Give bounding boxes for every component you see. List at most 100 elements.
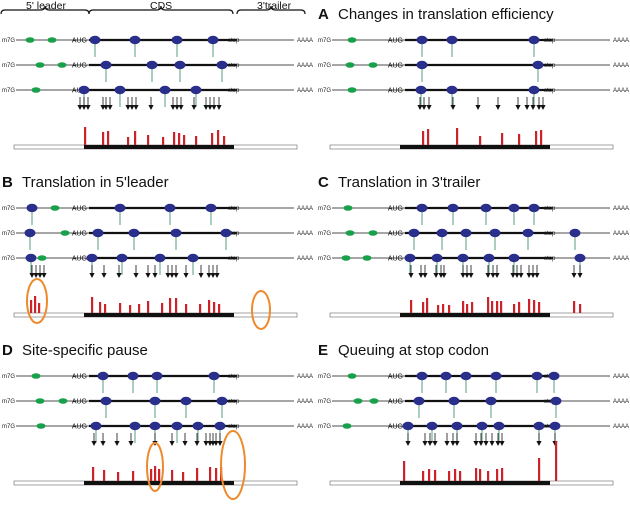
down-arrow-icon xyxy=(174,105,180,110)
cap-label: m7G xyxy=(318,374,331,380)
density-bar xyxy=(182,472,185,481)
start-codon-label: AUG xyxy=(72,231,87,238)
density-bar xyxy=(223,136,226,145)
mrna-row: m7G AUG stop AAAA xyxy=(2,253,313,275)
density-bar xyxy=(487,471,490,481)
down-arrow-icon xyxy=(170,105,176,110)
ribosome-icon xyxy=(480,203,492,213)
polya-label: AAAA xyxy=(297,256,313,262)
ribosome-icon xyxy=(154,253,166,263)
ribosome-icon xyxy=(187,253,199,263)
density-bar xyxy=(117,472,120,481)
density-bar xyxy=(161,303,164,313)
density-bar xyxy=(434,470,437,481)
ribosome-icon xyxy=(416,371,428,381)
stop-codon-label: stop xyxy=(228,399,240,405)
down-arrow-icon xyxy=(216,105,222,110)
panel-A: A Changes in translation efficiency m7G AUG… xyxy=(318,6,629,150)
polya-label: AAAA xyxy=(297,206,313,212)
density-bar xyxy=(102,132,105,145)
down-arrow-icon xyxy=(577,273,583,278)
initiation-factor-icon xyxy=(347,373,357,379)
density-bar xyxy=(84,127,87,145)
down-arrow-icon xyxy=(495,105,501,110)
down-arrow-icon xyxy=(432,441,438,446)
density-track xyxy=(13,127,298,150)
stop-codon-label: stop xyxy=(228,206,240,212)
down-arrow-icon xyxy=(495,441,501,446)
polya-label: AAAA xyxy=(297,38,313,44)
ribosome-icon xyxy=(26,203,38,213)
density-track xyxy=(329,128,614,150)
down-arrow-icon xyxy=(514,273,520,278)
ribosome-icon xyxy=(90,421,102,431)
down-arrow-icon xyxy=(540,105,546,110)
down-arrow-icon xyxy=(441,273,447,278)
stop-codon-label: stop xyxy=(544,38,556,44)
density-bar xyxy=(162,137,165,145)
cap-label: m7G xyxy=(2,38,15,44)
down-arrow-icon xyxy=(526,273,532,278)
density-bar xyxy=(579,304,582,313)
mrna-row: m7G AUG stop AAAA xyxy=(2,396,313,418)
cds-bar xyxy=(400,145,550,149)
ribosome-icon xyxy=(25,253,37,263)
down-arrow-icon xyxy=(475,105,481,110)
down-arrow-icon xyxy=(198,273,204,278)
mrna-row: m7G AUG stop AAAA xyxy=(2,35,313,57)
down-arrow-icon xyxy=(530,273,536,278)
down-arrow-icon xyxy=(405,441,411,446)
down-arrow-icon xyxy=(444,441,450,446)
panel-letter: A xyxy=(318,6,329,23)
down-arrow-icon xyxy=(145,273,151,278)
ribosome-icon xyxy=(116,253,128,263)
density-bar xyxy=(185,304,188,313)
density-bar xyxy=(34,296,37,313)
ribosome-icon xyxy=(446,35,458,45)
panel-letter: D xyxy=(2,342,13,359)
initiation-factor-icon xyxy=(369,398,379,404)
down-arrow-icon xyxy=(91,441,97,446)
down-arrow-icon xyxy=(169,441,175,446)
ribosome-icon xyxy=(440,371,452,381)
density-track xyxy=(329,297,614,318)
density-bar xyxy=(501,133,504,145)
initiation-factor-icon xyxy=(345,62,355,68)
panel-letter: C xyxy=(318,174,329,191)
density-bar xyxy=(422,471,425,481)
density-bar xyxy=(208,300,211,313)
stop-codon-label: stop xyxy=(228,38,240,44)
density-bar xyxy=(150,469,153,481)
initiation-factor-icon xyxy=(47,37,57,43)
trailer-brace xyxy=(236,5,306,15)
down-arrow-icon xyxy=(468,273,474,278)
mrna-row: m7G AUG stop AAAA xyxy=(318,60,629,82)
down-arrow-icon xyxy=(114,441,120,446)
density-bar xyxy=(573,301,576,313)
ribosome-icon xyxy=(216,396,228,406)
density-bar xyxy=(466,304,469,313)
ribosome-icon xyxy=(426,421,438,431)
density-bar xyxy=(538,302,541,313)
down-arrow-icon xyxy=(490,273,496,278)
density-bar xyxy=(211,133,214,145)
start-codon-label: AUG xyxy=(72,424,87,431)
initiation-factor-icon xyxy=(353,398,363,404)
cap-label: m7G xyxy=(2,231,15,237)
mrna-row: m7G AUG stop AAAA xyxy=(2,60,313,82)
down-arrow-icon xyxy=(214,273,220,278)
cds-bar xyxy=(84,481,234,485)
ribosome-icon xyxy=(171,35,183,45)
mrna-row: m7G AUG stop AAAA xyxy=(318,85,629,107)
cds-brace xyxy=(88,5,234,15)
density-bar xyxy=(528,299,531,313)
density-bar xyxy=(513,304,516,313)
density-bar xyxy=(103,470,106,481)
panel-title: Queuing at stop codon xyxy=(338,342,489,359)
density-bar xyxy=(196,468,199,481)
ribosome-icon xyxy=(446,85,458,95)
initiation-factor-icon xyxy=(58,398,68,404)
down-arrow-icon xyxy=(489,441,495,446)
ribosome-icon xyxy=(100,60,112,70)
panel-title: Changes in translation efficiency xyxy=(338,6,554,23)
